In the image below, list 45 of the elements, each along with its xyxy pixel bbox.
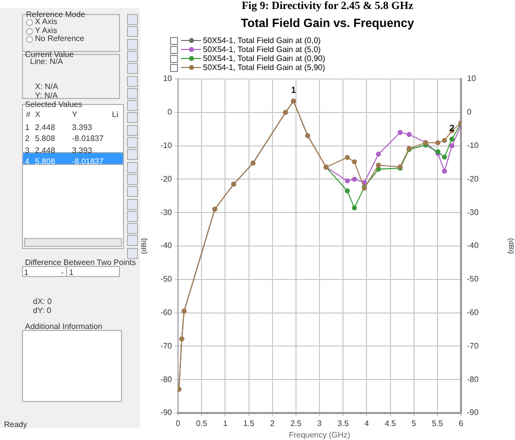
annotation: 2 <box>449 123 454 134</box>
y-tick-label: -70 <box>160 341 173 350</box>
x-tick-label: 0.5 <box>196 419 208 428</box>
legend-label: 50X54-1, Total Field Gain at (0,0) <box>203 36 321 45</box>
side-panel: Reference Mode X Axis Y Axis No Reference Current Value Line: N/A X: N/A Y: N/A Selected Values # X Y Li 1 2.448 3.393 2 5.808 -8.01837 3 2.448 3.393 4 5.808 -8.01837 Difference Between Two Points 1 - 1 dX: 0 dY: 0 Additional Information Ready <box>0 8 140 428</box>
y2-tick-label: -90 <box>467 408 480 418</box>
y2-tick-label: -40 <box>467 241 480 250</box>
x-tick-label: 4.5 <box>384 419 396 428</box>
y2-tick-label: -20 <box>467 174 480 184</box>
legend-label: 50X54-1, Total Field Gain at (0,90) <box>203 54 326 63</box>
y2-tick-label: -30 <box>467 208 480 217</box>
y-tick-label: -80 <box>160 374 173 384</box>
y-tick-label: -30 <box>160 208 173 217</box>
y2-tick-label: -80 <box>467 374 480 384</box>
y2-tick-label: 10 <box>467 74 476 84</box>
legend-label: 50X54-1, Total Field Gain at (5,90) <box>203 63 326 72</box>
y2-tick-label: -70 <box>467 341 480 350</box>
x-tick-label: 3.5 <box>338 419 350 428</box>
x-tick-label: 1 <box>222 419 228 428</box>
x-tick-label: 4 <box>364 419 370 428</box>
y2-tick-label: -50 <box>467 274 480 284</box>
y2-tick-label: 0 <box>467 108 472 117</box>
x-tick-label: 5 <box>412 419 417 428</box>
caption: Fig 9: Directivity for 2.45 & 5.8 GHz <box>240 0 414 12</box>
x-tick-label: 1.5 <box>243 419 255 428</box>
y-tick-label: -40 <box>160 241 173 250</box>
x-tick-label: 2.5 <box>290 419 302 428</box>
y-tick-label: -20 <box>160 174 173 184</box>
annotation: 1 <box>290 85 296 96</box>
y-tick-label: -90 <box>160 408 173 418</box>
legend-label: 50X54-1, Total Field Gain at (5,0) <box>203 45 321 54</box>
y-tick-label: 10 <box>163 74 173 84</box>
x-tick-label: 6 <box>458 419 464 428</box>
y-tick-label: 0 <box>168 108 173 117</box>
chart-title: Total Field Gain vs. Frequency <box>240 16 416 30</box>
y-tick-label: -10 <box>160 141 173 150</box>
x-tick-label: 2 <box>270 419 276 428</box>
x-tick-label: 0 <box>176 419 181 428</box>
y2-tick-label: -60 <box>467 308 480 318</box>
y-tick-label: -50 <box>160 274 173 284</box>
x-tick-label: 5.5 <box>432 419 444 428</box>
y2-tick-label: -10 <box>467 141 480 150</box>
x-axis-title: Frequency (GHz) <box>288 430 351 440</box>
x-tick-label: 3 <box>317 419 322 428</box>
y-tick-label: -60 <box>160 308 173 318</box>
